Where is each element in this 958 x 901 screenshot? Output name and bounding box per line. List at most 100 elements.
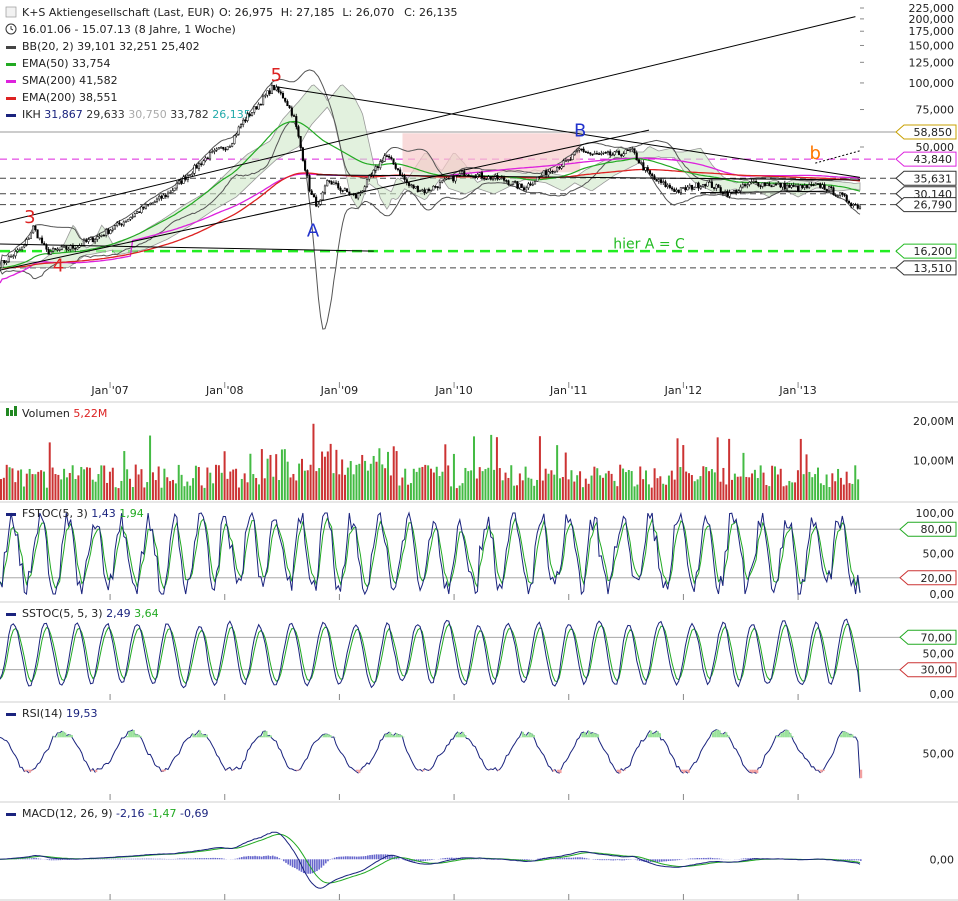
macd-histogram-bar (287, 859, 290, 865)
macd-histogram-bar (150, 858, 152, 860)
candle-body (757, 182, 760, 187)
rsi-oversold-fill (161, 769, 164, 772)
candle-body (239, 124, 243, 128)
macd-histogram-bar (751, 858, 754, 860)
wave-annotation: hier A = C (613, 236, 685, 252)
candle-body (801, 185, 804, 188)
volume-bar (17, 470, 20, 500)
volume-bar (441, 471, 444, 500)
candle-body (514, 181, 517, 183)
bollinger-lower (0, 121, 861, 330)
candle-body (810, 184, 813, 186)
macd-histogram-bar (667, 859, 670, 861)
rsi-oversold-fill (749, 769, 752, 773)
volume-bar (200, 485, 203, 500)
candle-body (155, 198, 159, 202)
volume-bar (352, 474, 355, 500)
candle-body (852, 204, 855, 207)
candle-body (109, 229, 112, 234)
candle-body (635, 152, 638, 161)
macd-signal-line (0, 833, 861, 884)
volume-bar (659, 476, 662, 500)
volume-bar (80, 466, 83, 500)
candle-body (677, 189, 680, 193)
volume-bar (725, 484, 728, 500)
candle-body (69, 245, 72, 250)
volume-bar (817, 467, 819, 500)
chart-title: K+S Aktiengesellschaft (Last, EUR) (22, 6, 214, 19)
macd-histogram-bar (703, 857, 705, 860)
x-axis: Jan '07 Jan '08 Jan '09 Jan '10 Jan '11 Jan '… (90, 382, 817, 900)
candle-body (270, 85, 273, 95)
candle-body (385, 155, 388, 157)
candle-body (27, 238, 30, 240)
volume-bar (842, 484, 845, 500)
macd-histogram-bar (349, 856, 351, 860)
candle-body (748, 182, 751, 185)
candle-body (5, 261, 8, 263)
rsi-overbought-fill (594, 733, 597, 738)
y-tick-label: 50,00 (923, 648, 955, 661)
volume-bar (43, 471, 45, 500)
candle-body (410, 184, 413, 187)
macd-histogram-bar (583, 857, 586, 860)
volume-bar (688, 473, 690, 500)
volume-bar (814, 474, 817, 500)
volume-bar (77, 475, 80, 500)
candle-body (533, 181, 537, 185)
fstoc-line (0, 511, 861, 596)
macd-histogram-bar (37, 858, 40, 860)
candle-body (684, 187, 687, 191)
volume-bar (172, 479, 174, 500)
volume-bar (86, 467, 88, 500)
candle-body (74, 248, 77, 250)
candle-body (49, 251, 52, 255)
volume-bar (404, 468, 407, 500)
volume-bar (768, 486, 771, 500)
candle-body (792, 185, 795, 187)
volume-bar (633, 486, 636, 500)
candle-body (825, 189, 828, 192)
macd-histogram-bar (625, 859, 628, 860)
rsi-overbought-fill (842, 731, 845, 738)
candle-body (394, 163, 397, 169)
rsi-oversold-fill (557, 769, 560, 773)
rsi-oversold-fill (296, 769, 299, 771)
macd-histogram-bar (842, 859, 844, 860)
rsi-overbought-fill (658, 733, 662, 738)
volume-bar (779, 468, 782, 500)
candle-body (438, 181, 441, 189)
candle-body (275, 86, 278, 91)
candle-body (463, 171, 466, 177)
wave-annotation: 5 (271, 65, 282, 86)
macd-histogram-bar (355, 856, 358, 860)
candle-body (32, 225, 35, 234)
macd-histogram-bar (55, 859, 57, 861)
volume-bar (114, 487, 117, 500)
volume-bar (246, 482, 249, 500)
macd-histogram-bar (64, 859, 66, 860)
candle-body (7, 256, 10, 262)
volume-bar (131, 487, 134, 500)
legend-swatch (6, 813, 16, 816)
macd-histogram-bar (258, 856, 261, 860)
rsi-overbought-fill (137, 734, 140, 738)
rsi-overbought-fill (258, 736, 261, 738)
volume-bar (650, 487, 653, 500)
x-tick-label: Jan '11 (549, 384, 587, 397)
volume-bar (2, 477, 5, 500)
rsi-oversold-fill (225, 769, 228, 771)
volume-bar (713, 472, 716, 500)
macd-histogram-bar (389, 854, 391, 860)
volume-bar (550, 470, 553, 500)
candle-body (708, 181, 711, 184)
candle-body (558, 167, 561, 169)
candle-body (34, 225, 37, 231)
volume-bar (100, 465, 103, 500)
macd-histogram-bar (689, 858, 692, 860)
macd-histogram-bar (285, 859, 287, 863)
candle-body (485, 178, 488, 181)
volume-bar (470, 470, 473, 500)
volume-bar (438, 476, 441, 500)
macd-histogram-bar (271, 855, 274, 860)
